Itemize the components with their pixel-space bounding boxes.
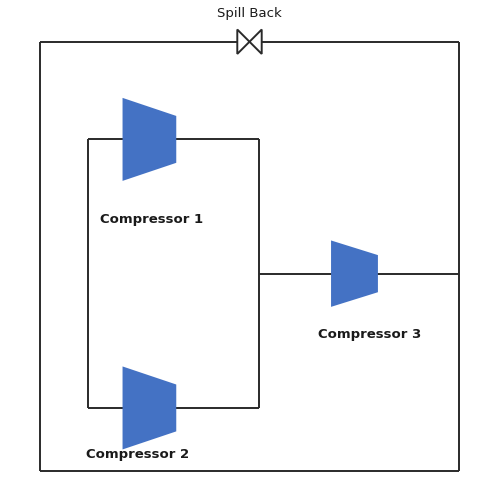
Text: Compressor 1: Compressor 1 <box>100 214 204 226</box>
Polygon shape <box>331 240 378 307</box>
Text: Compressor 2: Compressor 2 <box>86 448 189 461</box>
Text: Spill Back: Spill Back <box>217 6 282 20</box>
Polygon shape <box>123 366 176 450</box>
Polygon shape <box>123 98 176 181</box>
Text: Compressor 3: Compressor 3 <box>317 328 421 341</box>
